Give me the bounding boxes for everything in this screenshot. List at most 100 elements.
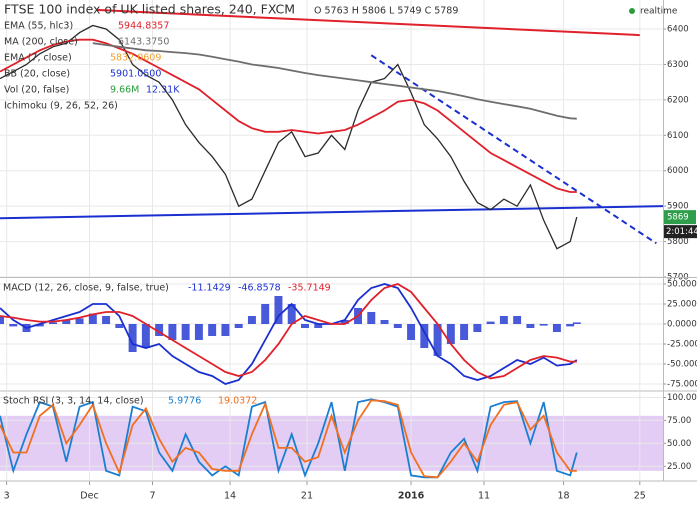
y-tick-label: 6000: [667, 166, 689, 176]
series-line: [0, 24, 578, 250]
histogram-bar: [155, 324, 164, 336]
histogram-bar: [566, 324, 575, 327]
y-tick-label: 25.00: [667, 462, 691, 472]
histogram-bar: [194, 324, 203, 340]
plot-area: [0, 0, 663, 277]
histogram-bar: [141, 324, 150, 348]
pane-title: Stoch RSI (3, 3, 14, 14, close): [3, 396, 144, 407]
histogram-bar: [287, 304, 296, 324]
histogram-bar: [572, 322, 581, 324]
y-tick-label: -75.0000: [667, 380, 697, 390]
y-tick-label: 50.0000: [667, 280, 697, 290]
price-label: [664, 210, 696, 225]
legend-value: 12.31K: [146, 85, 180, 96]
legend-value: 5832.0609: [110, 53, 161, 64]
histogram-bar: [407, 324, 416, 340]
histogram-bar: [221, 324, 230, 336]
legend-name: MA (200, close): [4, 37, 78, 48]
histogram-bar: [552, 324, 561, 332]
x-tick-label: 21: [301, 491, 313, 502]
y-tick-label: 6200: [667, 95, 689, 105]
y-tick-label: 75.00: [667, 416, 691, 426]
pane-title: MACD (12, 26, close, 9, false, true): [3, 283, 169, 294]
legend-value: 9.66M: [110, 85, 139, 96]
y-tick-label: 6100: [667, 131, 689, 141]
histogram-bar: [208, 324, 217, 336]
histogram-bar: [102, 316, 111, 324]
trend-line: [96, 8, 640, 37]
x-tick-label: Dec: [80, 491, 98, 502]
countdown: 2:01:44: [666, 227, 697, 237]
chart-title: FTSE 100 index of UK listed shares, 240,…: [4, 2, 295, 17]
histogram-bar: [247, 316, 256, 324]
histogram-bar: [340, 320, 349, 324]
histogram-bar: [433, 324, 442, 356]
y-tick-label: 6400: [667, 25, 689, 35]
legend-value: 5944.8357: [118, 21, 169, 32]
histogram-bar: [314, 324, 323, 328]
trend-line: [370, 54, 657, 245]
legend-name: Vol (20, false): [4, 85, 69, 96]
histogram-bar: [75, 318, 84, 324]
y-tick-label: 50.00: [667, 439, 691, 449]
y-tick-label: 5800: [667, 237, 689, 247]
legend-name: EMA (55, hlc3): [4, 21, 73, 32]
histogram-bar: [301, 324, 309, 328]
series-line: [0, 283, 577, 380]
legend-name: BB (20, close): [4, 69, 70, 80]
y-tick-label: 5900: [667, 202, 689, 212]
legend-value: 19.0372: [218, 396, 257, 407]
y-tick-label: -25.0000: [667, 340, 697, 350]
series-line: [0, 38, 577, 193]
x-tick-label: 25: [634, 491, 646, 502]
histogram-bar: [486, 321, 495, 324]
series-line: [92, 42, 577, 120]
histogram-bar: [393, 324, 402, 328]
histogram-bar: [62, 320, 71, 324]
y-tick-label: 6300: [667, 60, 689, 70]
histogram-bar: [234, 324, 243, 328]
histogram-bar: [274, 296, 283, 324]
x-tick-label: 2016: [398, 491, 425, 502]
x-tick-label: 3: [4, 491, 10, 502]
histogram-bar: [473, 324, 482, 332]
legend-name: EMA (7, close): [4, 53, 72, 64]
legend-value: -11.1429: [188, 283, 231, 294]
histogram-bar: [513, 316, 522, 324]
histogram-bar: [499, 316, 508, 324]
x-tick-label: 11: [478, 491, 490, 502]
y-tick-label: 0.0000: [667, 320, 697, 330]
countdown-box: [664, 225, 697, 239]
histogram-bar: [168, 324, 177, 340]
price-label-text: 5869: [667, 213, 689, 223]
series-line: [0, 399, 577, 479]
trend-line: [0, 205, 663, 220]
legend-value: 5.9776: [168, 396, 201, 407]
legend-value: 5901.0500: [110, 69, 161, 80]
pane: 50.0000 25.0000 0.0000 -25.0000 -50.0000 -75.…: [0, 279, 697, 390]
plot-area: [0, 392, 663, 480]
histogram-bar: [539, 324, 548, 326]
series-line: [0, 398, 578, 479]
y-tick-label: -50.0000: [667, 360, 697, 370]
x-tick-label: 7: [149, 491, 155, 502]
histogram-bar: [181, 324, 190, 340]
legend-name: Ichimoku (9, 26, 52, 26): [4, 101, 118, 112]
histogram-bar: [380, 320, 389, 324]
legend-value: 6143.3750: [118, 37, 169, 48]
histogram-bar: [35, 324, 44, 327]
histogram-bar: [367, 312, 376, 324]
series-line: [0, 283, 578, 385]
pane: 100.00 75.00 50.00 25.00 Stoch RSI (3, 3, 14…: [0, 392, 697, 502]
ohlc: O 5763 H 5806 L 5749 C 5789: [314, 6, 458, 17]
histogram-bar: [9, 324, 18, 327]
y-tick-label: 25.0000: [667, 300, 697, 310]
status-dot: [629, 8, 635, 14]
legend-value: -35.7149: [288, 283, 331, 294]
histogram-bar: [128, 324, 137, 352]
histogram-bar: [446, 324, 455, 344]
x-tick-label: 18: [558, 491, 570, 502]
histogram-bar: [49, 322, 58, 324]
plot-area: [0, 279, 663, 390]
